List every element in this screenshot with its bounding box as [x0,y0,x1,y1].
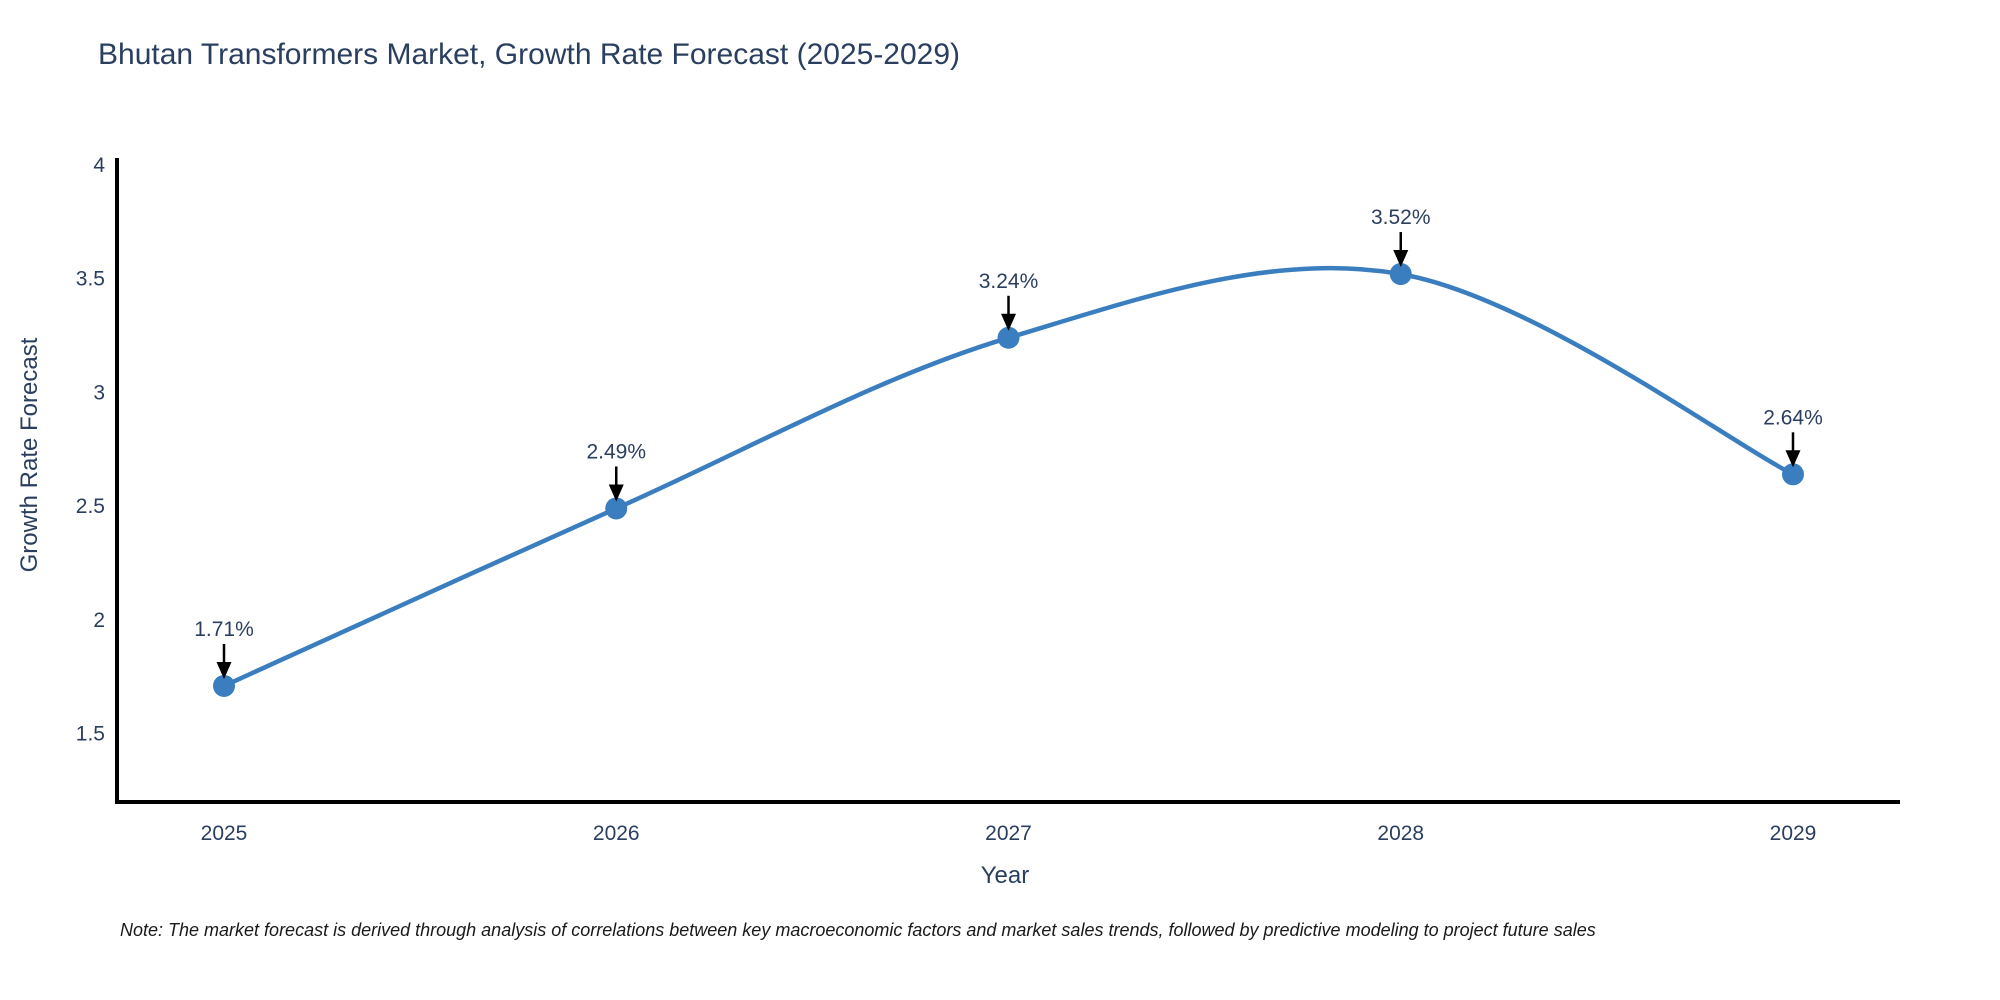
y-tick-label: 2 [93,609,105,632]
data-point-label: 3.24% [979,270,1039,293]
data-point-marker [1389,263,1412,286]
y-tick-label: 3 [93,381,105,404]
y-tick-label: 1.5 [76,723,105,746]
annotation-arrow-head [1001,313,1016,331]
y-tick-label: 3.5 [76,268,105,291]
footnote: Note: The market forecast is derived thr… [120,920,1596,940]
x-axis-title: Year [980,862,1030,889]
data-point-label: 3.52% [1371,206,1431,229]
data-point-label: 1.71% [194,618,254,641]
annotation-arrow-head [1393,250,1409,268]
annotation-arrow-head [1785,450,1801,468]
chart-title: Bhutan Transformers Market, Growth Rate … [98,38,961,71]
data-point-marker [605,497,628,520]
y-axis-title: Growth Rate Forecast [16,337,43,573]
x-tick-label: 2027 [985,822,1032,845]
data-point-marker [1782,463,1804,486]
x-tick-label: 2029 [1770,822,1817,845]
data-point-label: 2.49% [586,440,646,463]
annotation-arrow-head [216,661,232,679]
x-tick-label: 2025 [201,822,248,845]
y-tick-label: 4 [93,154,105,177]
x-tick-label: 2026 [593,822,640,845]
data-point-marker [997,326,1020,349]
x-tick-label: 2028 [1377,822,1424,845]
annotation-arrow-head [608,484,624,502]
y-tick-label: 2.5 [76,495,105,518]
data-point-marker [213,674,235,697]
data-point-label: 2.64% [1763,406,1823,429]
